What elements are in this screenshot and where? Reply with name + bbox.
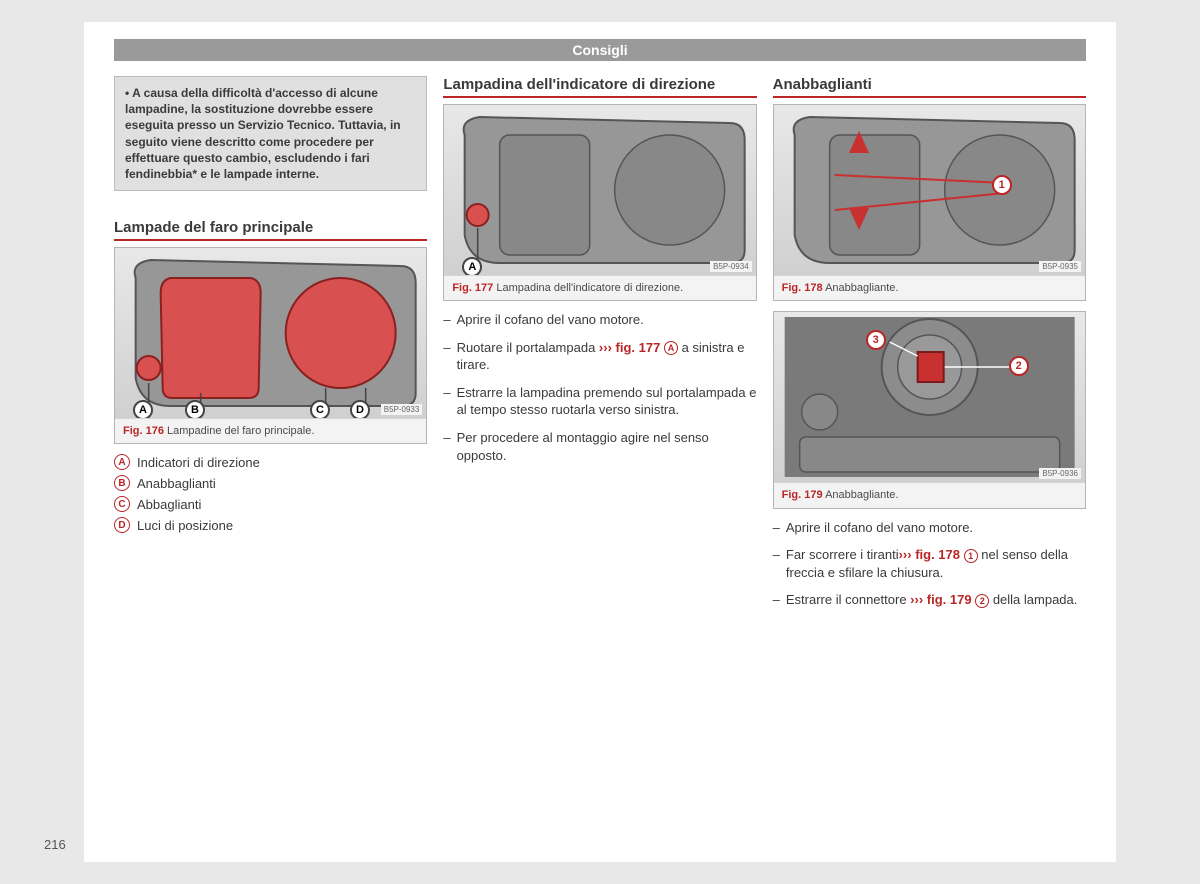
figure-176-image: A B C D B5P-0933 bbox=[115, 248, 426, 418]
figure-178-image: 1 B5P-0935 bbox=[774, 105, 1085, 275]
step: –Ruotare il portalampada ››› fig. 177 A … bbox=[443, 339, 756, 374]
fig179-label-2: 2 bbox=[1009, 356, 1029, 376]
fig178-label-1: 1 bbox=[992, 175, 1012, 195]
info-box: • A causa della difficoltà d'accesso di … bbox=[114, 76, 427, 191]
figure-177-image: A B5P-0934 bbox=[444, 105, 755, 275]
figure-176: A B C D B5P-0933 Fig. 176 Lampadine del … bbox=[114, 247, 427, 444]
steps-col3: –Aprire il cofano del vano motore. –Far … bbox=[773, 519, 1086, 619]
fig179-code: B5P-0936 bbox=[1039, 468, 1081, 479]
steps-col2: –Aprire il cofano del vano motore. –Ruot… bbox=[443, 311, 756, 474]
section-title-3: Anabbaglianti bbox=[773, 76, 1086, 98]
step: –Aprire il cofano del vano motore. bbox=[443, 311, 756, 329]
legend-row: BAnabbaglianti bbox=[114, 475, 427, 491]
step: –Aprire il cofano del vano motore. bbox=[773, 519, 1086, 537]
figure-179: 3 2 B5P-0936 Fig. 179 Anabbagliante. bbox=[773, 311, 1086, 508]
fig178-code: B5P-0935 bbox=[1039, 261, 1081, 272]
legend-row: AIndicatori di direzione bbox=[114, 454, 427, 470]
fig176-label-c: C bbox=[310, 400, 330, 418]
legend-176: AIndicatori di direzione BAnabbaglianti … bbox=[114, 454, 427, 538]
step: –Estrarre la lampadina premendo sul port… bbox=[443, 384, 756, 419]
fig176-label-a: A bbox=[133, 400, 153, 418]
step: –Estrarre il connettore ››› fig. 179 2 d… bbox=[773, 591, 1086, 609]
page-header: Consigli bbox=[114, 39, 1086, 61]
fig177-code: B5P-0934 bbox=[710, 261, 752, 272]
manual-page: Consigli • A causa della difficoltà d'ac… bbox=[84, 22, 1116, 862]
figure-179-image: 3 2 B5P-0936 bbox=[774, 312, 1085, 482]
legend-row: DLuci di posizione bbox=[114, 517, 427, 533]
section-title-2: Lampadina dell'indicatore di direzione bbox=[443, 76, 756, 98]
figure-176-caption: Fig. 176 Lampadine del faro principale. bbox=[115, 418, 426, 443]
fig177-label-a: A bbox=[462, 257, 482, 275]
fig176-label-b: B bbox=[185, 400, 205, 418]
arrow-up-icon bbox=[849, 131, 869, 153]
figure-177-caption: Fig. 177 Lampadina dell'indicatore di di… bbox=[444, 275, 755, 300]
legend-row: CAbbaglianti bbox=[114, 496, 427, 512]
column-2: Lampadina dell'indicatore di direzione A… bbox=[443, 76, 756, 832]
page-number: 216 bbox=[44, 837, 66, 852]
fig176-label-d: D bbox=[350, 400, 370, 418]
arrow-down-icon bbox=[849, 208, 869, 230]
step: –Per procedere al montaggio agire nel se… bbox=[443, 429, 756, 464]
figure-178-caption: Fig. 178 Anabbagliante. bbox=[774, 275, 1085, 300]
step: –Far scorrere i tiranti››› fig. 178 1 ne… bbox=[773, 546, 1086, 581]
fig-ref: Fig. 176 bbox=[123, 425, 164, 437]
section-title-1: Lampade del faro principale bbox=[114, 219, 427, 241]
content-columns: • A causa della difficoltà d'accesso di … bbox=[114, 76, 1086, 832]
fig176-code: B5P-0933 bbox=[381, 404, 423, 415]
fig179-label-3: 3 bbox=[866, 330, 886, 350]
figure-177: A B5P-0934 Fig. 177 Lampadina dell'indic… bbox=[443, 104, 756, 301]
column-1: • A causa della difficoltà d'accesso di … bbox=[114, 76, 427, 832]
figure-178: 1 B5P-0935 Fig. 178 Anabbagliante. bbox=[773, 104, 1086, 301]
figure-179-caption: Fig. 179 Anabbagliante. bbox=[774, 482, 1085, 507]
column-3: Anabbaglianti 1 B5P-0935 F bbox=[773, 76, 1086, 832]
